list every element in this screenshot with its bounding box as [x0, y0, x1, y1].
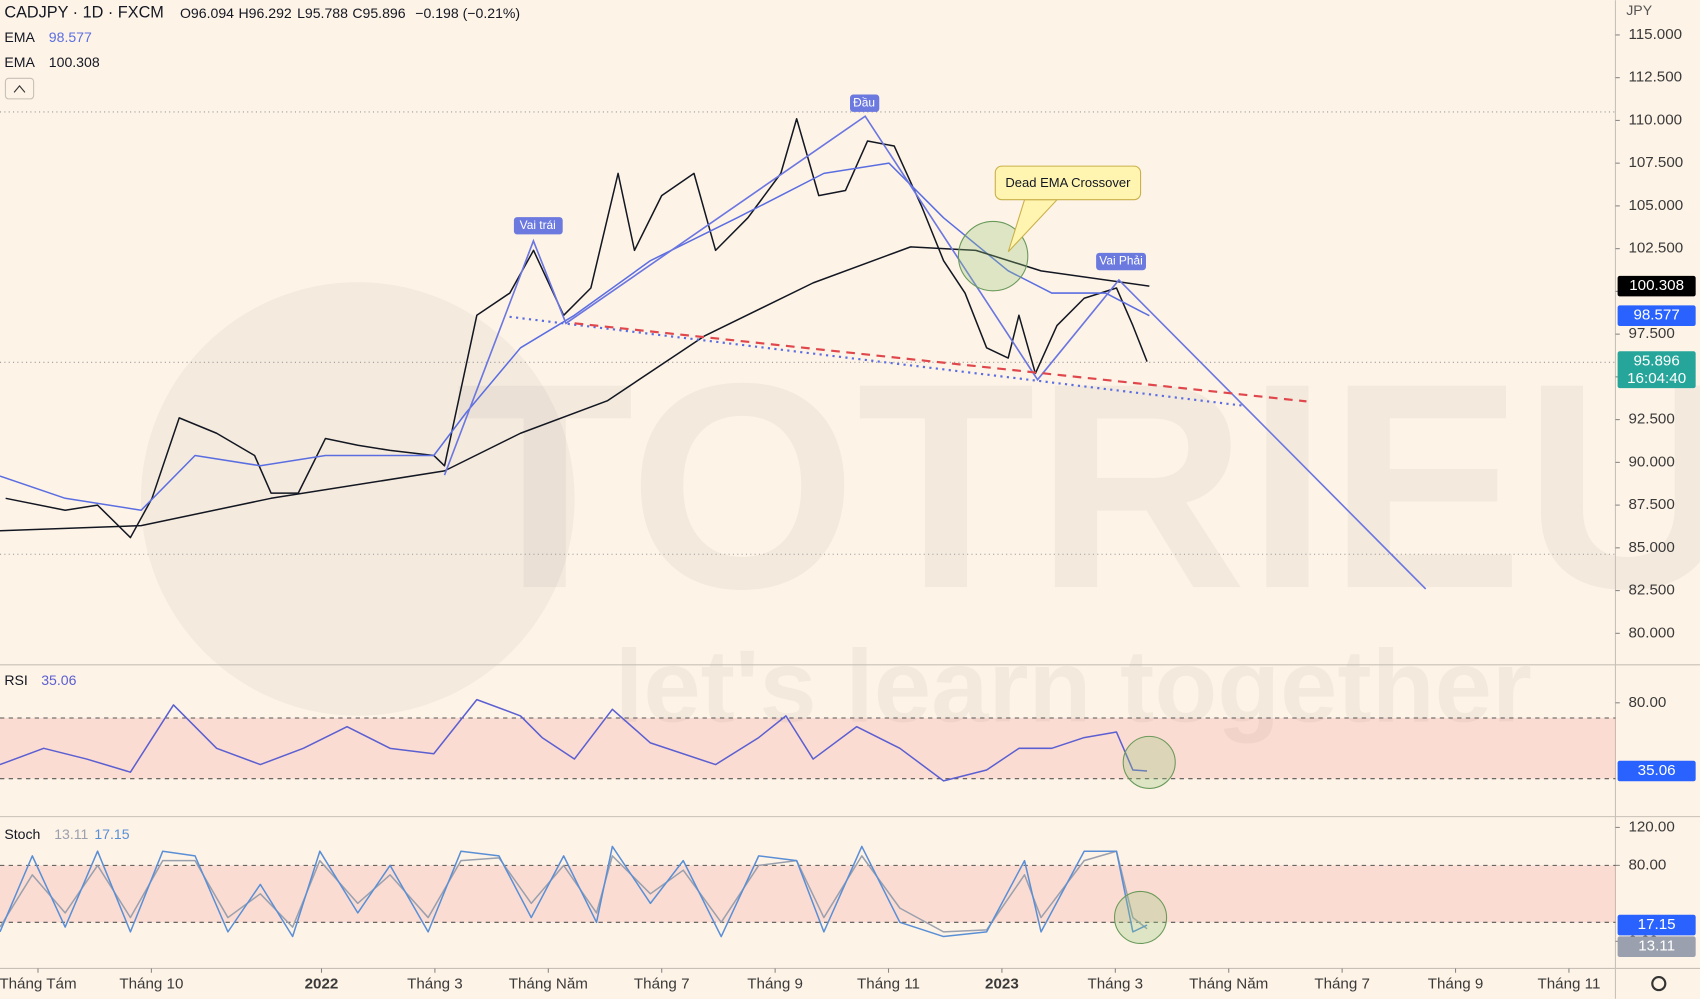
y-tick-label: 110.000 — [1628, 111, 1682, 128]
x-tick-label: Tháng 11 — [857, 976, 920, 993]
y-tick-label: 82.500 — [1628, 582, 1674, 599]
legend-value: 13.11 — [54, 826, 88, 842]
x-tick-label: Tháng 7 — [1314, 976, 1370, 993]
x-tick-label: Tháng Năm — [509, 976, 588, 993]
y-tick-label: 92.500 — [1628, 411, 1674, 428]
ohlc: O96.094 — [180, 5, 234, 21]
x-tick-label: 2022 — [305, 976, 339, 993]
x-tick-label: Tháng Năm — [1189, 976, 1268, 993]
collapse-icon — [13, 85, 26, 93]
legend-name: EMA — [4, 29, 35, 45]
callout-text: Dead EMA Crossover — [1005, 175, 1131, 190]
y-tick-label: 107.500 — [1628, 154, 1683, 171]
y-tick-label: 85.000 — [1628, 539, 1674, 556]
price-badge — [1617, 351, 1696, 389]
plot: 115.000 112.500 110.000 107.500 105.000 102.5… — [0, 26, 1696, 993]
ohlc: L95.788 — [297, 5, 348, 21]
ohlc: H96.292 — [239, 5, 292, 21]
price-badge — [1617, 914, 1696, 936]
price-badge — [1617, 305, 1696, 327]
legend-value: 98.577 — [49, 29, 92, 45]
settings-icon[interactable] — [1651, 975, 1667, 992]
annotation-label: Đầu — [853, 95, 875, 109]
neckline — [574, 322, 1307, 403]
y-tick-label: 112.500 — [1628, 69, 1682, 86]
x-tick-label: Tháng 10 — [119, 976, 183, 993]
annotation-label: Vai trái — [520, 218, 556, 232]
label-box — [1096, 252, 1146, 271]
countdown: 16:04:40 — [1627, 370, 1686, 387]
legend: CADJPY · 1D · FXCM O96.094 H96.292 L95.7… — [4, 2, 1667, 992]
x-tick-label: Tháng 7 — [634, 976, 690, 993]
highlight-circle — [957, 220, 1029, 292]
y-tick-label: 115.000 — [1628, 26, 1682, 43]
pattern-line — [443, 115, 1427, 590]
price-badge-label: 17.15 — [1638, 916, 1676, 933]
pane-title: RSI — [4, 672, 27, 688]
series-line — [0, 246, 1150, 532]
price-badge — [1617, 936, 1696, 958]
highlight-circle — [1122, 735, 1176, 789]
collapse-button[interactable] — [4, 77, 35, 100]
legend-value: 35.06 — [41, 672, 76, 688]
price-badge-label: 100.308 — [1629, 277, 1684, 294]
price-badge-label: 95.896 — [1633, 353, 1679, 370]
callout-box — [994, 165, 1142, 201]
band — [0, 865, 1616, 923]
ohlc-change: −0.198 (−0.21%) — [415, 5, 520, 21]
x-tick-label: Tháng Tám — [0, 976, 77, 993]
label-box — [513, 217, 563, 235]
legend-value: 100.308 — [49, 54, 100, 70]
annotation-label: Vai Phải — [1099, 254, 1142, 268]
series-line — [5, 117, 1148, 539]
x-tick-label: Tháng 3 — [407, 976, 463, 993]
ohlc: C95.896 — [352, 5, 405, 21]
highlight-circle — [1113, 890, 1168, 945]
x-tick-label: Tháng 9 — [1428, 976, 1484, 993]
label-box — [850, 94, 880, 112]
legend-name: EMA — [4, 54, 35, 70]
watermark-tagline: let's learn together — [615, 628, 1532, 743]
y-tick-label: 87.500 — [1628, 496, 1674, 513]
y-tick-label: 105.000 — [1628, 197, 1683, 214]
y-tick-label: 102.500 — [1628, 240, 1683, 257]
watermark-title: TOTRIEU — [455, 323, 1700, 650]
series-line — [0, 845, 1148, 938]
x-tick-label: Tháng 9 — [747, 976, 803, 993]
price-badge — [1617, 760, 1696, 782]
drawings: Dead EMA Crossover Đầu Vai trái Vai Phải — [443, 94, 1427, 945]
y-tick-label: 80.000 — [1628, 624, 1674, 641]
series-line — [0, 698, 1148, 782]
y-tick-label: 97.500 — [1628, 325, 1674, 342]
y-tick-label: 80.00 — [1628, 856, 1666, 873]
legend-value: 17.15 — [94, 826, 129, 842]
price-badge-label: 98.577 — [1633, 307, 1679, 324]
band — [0, 717, 1616, 779]
price-badge-label: 13.11 — [1638, 938, 1675, 955]
x-tick-label: 2023 — [985, 976, 1019, 993]
pane-title: Stoch — [4, 826, 40, 842]
y-tick-label: 90.000 — [1628, 453, 1674, 470]
x-tick-label: Tháng 11 — [1537, 976, 1600, 993]
series-line — [0, 162, 1150, 511]
x-tick-label: Tháng 3 — [1088, 976, 1144, 993]
y-tick-label: 80.00 — [1628, 694, 1666, 711]
symbol-title: CADJPY · 1D · FXCM — [4, 4, 164, 22]
watermark: TOTRIEU let's learn together — [455, 323, 1700, 743]
currency[interactable]: JPY — [1626, 2, 1652, 18]
price-badge — [1617, 275, 1696, 297]
y-tick-label: 120.00 — [1628, 818, 1674, 835]
price-badge-label: 35.06 — [1638, 762, 1676, 779]
